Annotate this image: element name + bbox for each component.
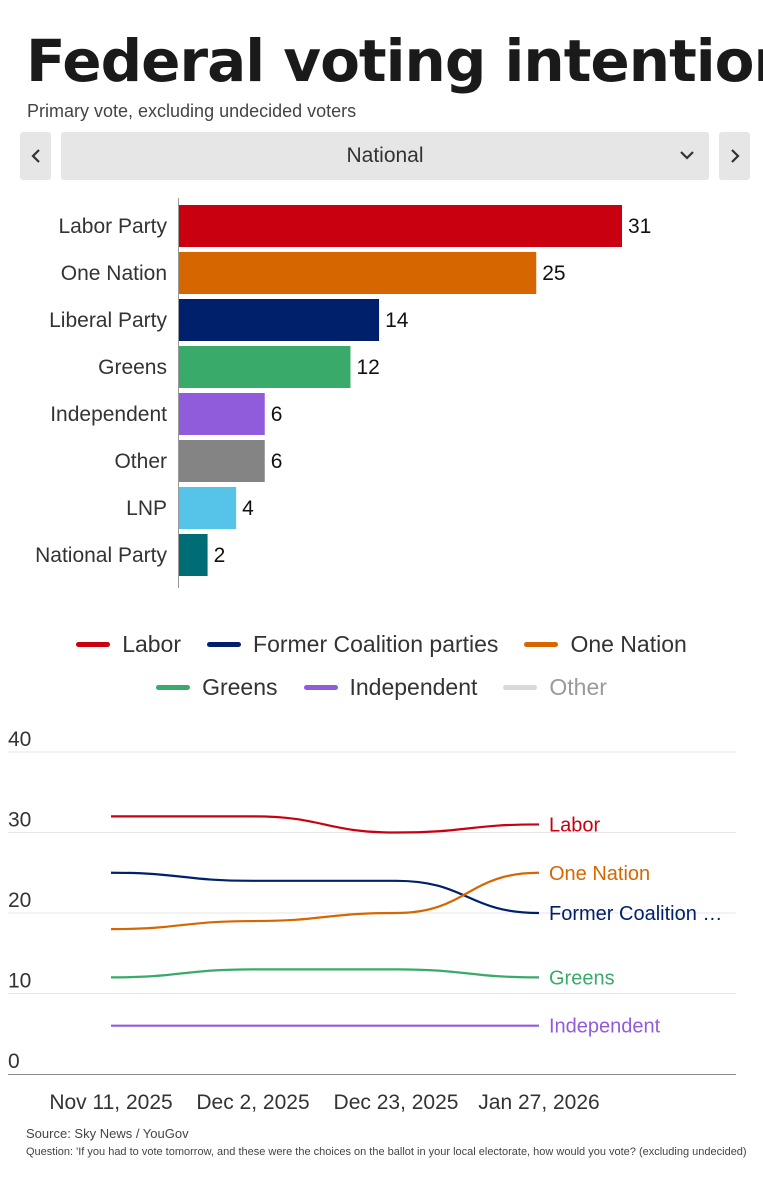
bar-value-label: 2 (214, 544, 226, 567)
bar-category-label: Independent (50, 403, 167, 426)
bar-value-label: 6 (271, 403, 283, 426)
next-button[interactable] (719, 132, 750, 180)
legend-swatch (76, 642, 111, 647)
source-note: Source: Sky News / YouGov (26, 1126, 189, 1141)
bar-category-label: Other (114, 450, 167, 473)
legend-item[interactable]: One Nation (524, 631, 687, 658)
legend-item[interactable]: Former Coalition parties (207, 631, 498, 658)
bar-category-label: Liberal Party (49, 309, 167, 332)
legend-item[interactable]: Other (503, 674, 607, 701)
y-tick-label: 0 (8, 1050, 20, 1073)
bar[interactable] (179, 205, 622, 247)
bar[interactable] (179, 440, 265, 482)
y-tick-label: 30 (8, 809, 31, 832)
bar-value-label: 31 (628, 215, 651, 238)
chevron-down-icon (679, 148, 695, 167)
legend-label: Independent (349, 674, 478, 700)
series-line[interactable] (111, 815, 540, 834)
bar-category-label: Labor Party (58, 215, 167, 238)
chart-subtitle: Primary vote, excluding undecided voters (27, 101, 357, 121)
series-line[interactable] (110, 871, 540, 915)
series-end-label: Greens (549, 967, 615, 989)
legend-swatch (503, 685, 538, 690)
region-select-value: National (346, 144, 424, 167)
legend-row-1: Labor Former Coalition parties One Nation (0, 631, 763, 658)
legend-item[interactable]: Independent (303, 674, 478, 701)
legend-swatch (156, 685, 191, 690)
bar-value-label: 14 (385, 309, 409, 332)
question-note: Question: 'If you had to vote tomorrow, … (26, 1146, 747, 1158)
bar-value-label: 12 (356, 356, 379, 379)
legend-swatch (303, 685, 338, 690)
bar-value-label: 25 (542, 262, 565, 285)
legend-item[interactable]: Labor (76, 631, 181, 658)
bar[interactable] (179, 346, 351, 388)
bar[interactable] (179, 393, 265, 435)
chart-title: Federal voting intention (26, 27, 763, 95)
bar[interactable] (179, 487, 237, 529)
bar-value-label: 6 (271, 450, 283, 473)
bar-category-label: One Nation (61, 262, 167, 285)
x-tick-label: Nov 11, 2025 (49, 1091, 172, 1114)
line-chart: 0 10 20 30 40 Nov 11, 2025 Dec 2, 2025 Dec 23, … (8, 728, 736, 1114)
legend-label: Former Coalition parties (253, 631, 499, 657)
region-select[interactable]: National (61, 132, 709, 180)
chevron-left-icon (30, 148, 42, 164)
legend-swatch (524, 642, 559, 647)
previous-button[interactable] (20, 132, 51, 180)
legend-swatch (207, 642, 242, 647)
bar[interactable] (179, 252, 537, 294)
series-line[interactable] (110, 968, 540, 979)
legend-label: Greens (202, 674, 278, 700)
legend-label: Labor (122, 631, 182, 657)
bar-value-label: 4 (242, 497, 254, 520)
bar[interactable] (179, 299, 380, 341)
y-tick-label: 10 (8, 970, 31, 993)
x-tick-label: Dec 2, 2025 (196, 1091, 309, 1114)
series-end-label: Independent (549, 1016, 661, 1038)
legend-label: One Nation (570, 631, 687, 657)
series-line[interactable] (110, 871, 540, 931)
legend-item[interactable]: Greens (156, 674, 278, 701)
y-tick-label: 40 (8, 728, 31, 751)
series-end-label: Labor (549, 814, 600, 836)
bar-category-label: LNP (126, 497, 167, 520)
series-end-label: Former Coalition … (549, 903, 722, 925)
legend-label: Other (549, 674, 607, 700)
x-tick-label: Jan 27, 2026 (478, 1091, 599, 1114)
series-end-label: One Nation (549, 863, 650, 885)
bar-category-label: Greens (98, 356, 167, 379)
bar-category-label: National Party (35, 544, 167, 567)
x-tick-label: Dec 23, 2025 (334, 1091, 459, 1114)
legend-row-2: Greens Independent Other (0, 674, 763, 701)
bar[interactable] (179, 534, 208, 576)
bar-chart: Labor Party 31 One Nation 25 Liberal Party 14… (35, 198, 651, 588)
chevron-right-icon (729, 148, 741, 164)
y-tick-label: 20 (8, 889, 31, 912)
